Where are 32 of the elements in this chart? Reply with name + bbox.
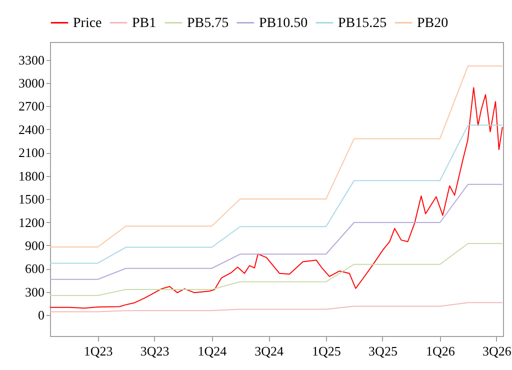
legend-label: PB1 bbox=[132, 16, 156, 31]
y-tick-label: 300 bbox=[25, 284, 44, 300]
y-tick-label: 2100 bbox=[18, 145, 44, 160]
y-tick-label: 1200 bbox=[18, 214, 44, 230]
x-tick-label: 1Q26 bbox=[426, 344, 456, 358]
line-series bbox=[50, 124, 503, 264]
legend-label: PB5.75 bbox=[187, 16, 229, 31]
y-tick-label: 600 bbox=[25, 261, 44, 276]
x-tick-label: 3Q25 bbox=[368, 344, 398, 358]
legend-label: Price bbox=[73, 16, 102, 31]
line-series bbox=[50, 87, 503, 309]
y-tick-label: 2700 bbox=[18, 98, 44, 114]
line-series bbox=[50, 184, 503, 280]
line-series bbox=[50, 242, 503, 296]
line-series bbox=[50, 302, 503, 312]
y-tick-label: 3000 bbox=[18, 76, 44, 91]
x-tick-label: 1Q23 bbox=[84, 344, 113, 358]
y-tick-label: 2400 bbox=[18, 122, 44, 137]
x-tick-label: 3Q24 bbox=[254, 344, 284, 358]
x-tick-label: 1Q24 bbox=[198, 344, 228, 358]
x-tick-label: 1Q25 bbox=[312, 344, 341, 358]
y-tick-label: 900 bbox=[25, 238, 44, 253]
y-tick-label: 1500 bbox=[18, 192, 44, 207]
legend-label: PB15.25 bbox=[338, 16, 387, 31]
x-tick-label: 3Q26 bbox=[482, 344, 512, 358]
y-tick-label: 3300 bbox=[18, 52, 44, 68]
y-tick-label: 0 bbox=[38, 308, 44, 323]
x-tick-label: 3Q23 bbox=[140, 344, 170, 358]
line-series bbox=[50, 65, 503, 248]
legend-label: PB20 bbox=[417, 16, 448, 31]
y-tick-label: 1800 bbox=[18, 168, 44, 184]
legend-label: PB10.50 bbox=[259, 16, 308, 31]
